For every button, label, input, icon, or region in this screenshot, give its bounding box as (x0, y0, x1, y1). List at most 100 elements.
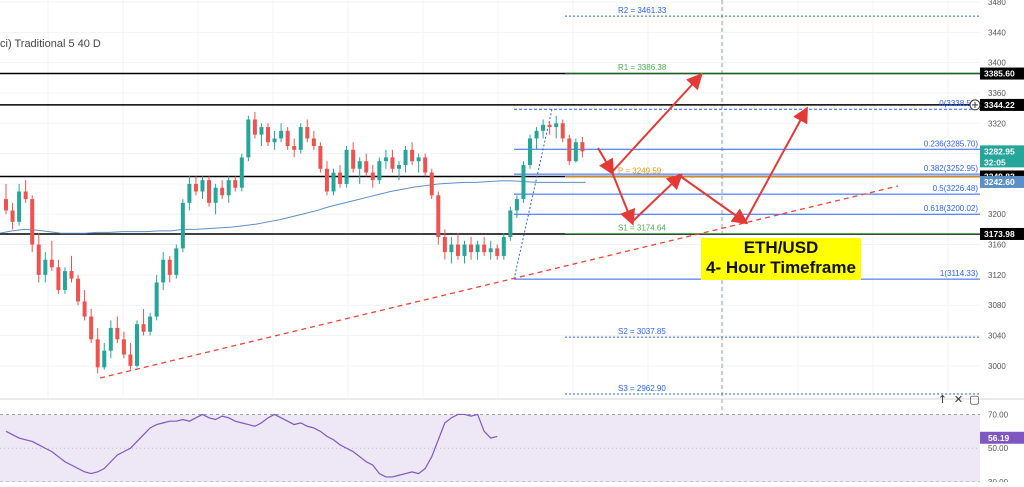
pivot-level-label: S3 = 2962.90 (618, 384, 666, 393)
candle-body (95, 339, 100, 368)
candle-body (318, 146, 323, 169)
candle-body (148, 316, 153, 332)
y-tick-label: 3000 (988, 362, 1006, 371)
timeframe-label: 4- Hour Timeframe (706, 258, 856, 277)
chart-title-partial: ci) Traditional 5 40 D (0, 38, 101, 50)
candle-body (180, 202, 185, 249)
candle-body (252, 119, 257, 135)
candle-body (187, 183, 192, 203)
rsi-line (5, 413, 498, 478)
candle-body (10, 210, 15, 222)
candle-body (344, 149, 349, 184)
fib-level-label: 0.618(3200.02) (924, 204, 979, 213)
y-tick-label: 3480 (988, 0, 1006, 7)
price-tag-label: 3282.95 (984, 146, 1015, 156)
projection-arrow (631, 173, 683, 223)
candle-body (108, 327, 113, 351)
candle-body (501, 236, 506, 256)
fib-level-label: 0.382(3252.95) (924, 164, 979, 173)
candle-body (331, 172, 336, 192)
candle-body (49, 259, 54, 268)
candle-body (154, 282, 159, 317)
candle-body (324, 168, 329, 192)
candle-body (469, 244, 474, 253)
price-tag-background (980, 98, 1024, 111)
price-tag-background (980, 145, 1024, 168)
price-tag-countdown: 32:05 (984, 157, 1006, 167)
y-tick-label: 3400 (988, 59, 1006, 68)
candle-body (338, 172, 343, 184)
candle-body (573, 142, 578, 162)
collapse-pane-icon[interactable]: ▢ (969, 393, 980, 406)
y-tick-label: 3120 (988, 271, 1006, 280)
candle-body (449, 244, 454, 253)
price-tag-label: 3385.60 (984, 69, 1015, 79)
candle-body (580, 142, 585, 152)
candle-body (482, 244, 487, 253)
candle-body (220, 187, 225, 196)
rsi-tick-label: 50.00 (988, 444, 1009, 453)
rsi-tick-label: 70.00 (988, 410, 1009, 419)
candle-body (534, 130, 539, 139)
candle-body (141, 324, 146, 332)
candle-body (161, 259, 166, 283)
candle-body (259, 127, 264, 135)
candle-body (135, 324, 139, 366)
candle-body (383, 157, 388, 162)
pivot-level-label: R2 = 3461.33 (618, 6, 667, 15)
candle-body (213, 187, 218, 203)
candle-body (442, 236, 447, 253)
candle-body (377, 161, 382, 181)
candle-body (36, 244, 41, 275)
projection-arrow (744, 106, 808, 223)
candle-body (390, 157, 395, 169)
candle-body (508, 210, 513, 237)
close-icon[interactable]: ✕ (953, 393, 964, 406)
candle-body (423, 157, 428, 173)
candle-body (4, 199, 8, 211)
candle-body (17, 191, 22, 222)
candle-body (266, 127, 270, 143)
fib-level-label: 0.5(3226.48) (933, 184, 979, 193)
candle-body (285, 130, 290, 147)
candle-body (429, 172, 434, 196)
y-tick-label: 3320 (988, 119, 1006, 128)
candle-body (521, 164, 526, 200)
rsi-tick-label: 30.00 (988, 478, 1009, 482)
price-axis-background (980, 0, 1024, 482)
candle-body (207, 180, 212, 203)
candle-body (233, 180, 238, 188)
y-tick-label: 3200 (988, 210, 1006, 219)
pivot-level-label: R1 = 3386.38 (618, 63, 667, 72)
fib-level-label: 1(3114.33) (940, 269, 978, 278)
candle-body (43, 259, 48, 275)
candle-body (397, 164, 401, 169)
candle-body (30, 199, 35, 245)
candle-body (89, 316, 94, 340)
candle-body (82, 301, 87, 317)
candle-body (292, 146, 297, 150)
candle-body (226, 180, 231, 196)
price-tag-label: 3242.60 (984, 177, 1015, 187)
candle-body (416, 157, 421, 162)
candle-body (121, 339, 126, 355)
move-up-icon[interactable]: ↑ (937, 393, 948, 406)
candle-body (69, 271, 74, 279)
candle-body (567, 138, 572, 162)
price-tag-background (980, 67, 1024, 80)
candle-body (311, 138, 316, 147)
candle-body (357, 161, 362, 169)
rsi-value-label: 56.19 (988, 433, 1010, 443)
candle-body (560, 123, 565, 139)
pivot-level-label: S2 = 3037.85 (618, 327, 666, 336)
candle-body (272, 138, 277, 143)
projection-arrow (611, 171, 635, 226)
pivot-level-label: S1 = 3174.64 (618, 223, 666, 232)
pair-label: ETH/USD (743, 238, 819, 257)
candle-body (305, 127, 310, 139)
candle-body (455, 244, 460, 256)
candle-body (193, 183, 198, 192)
candle-body (410, 149, 415, 162)
